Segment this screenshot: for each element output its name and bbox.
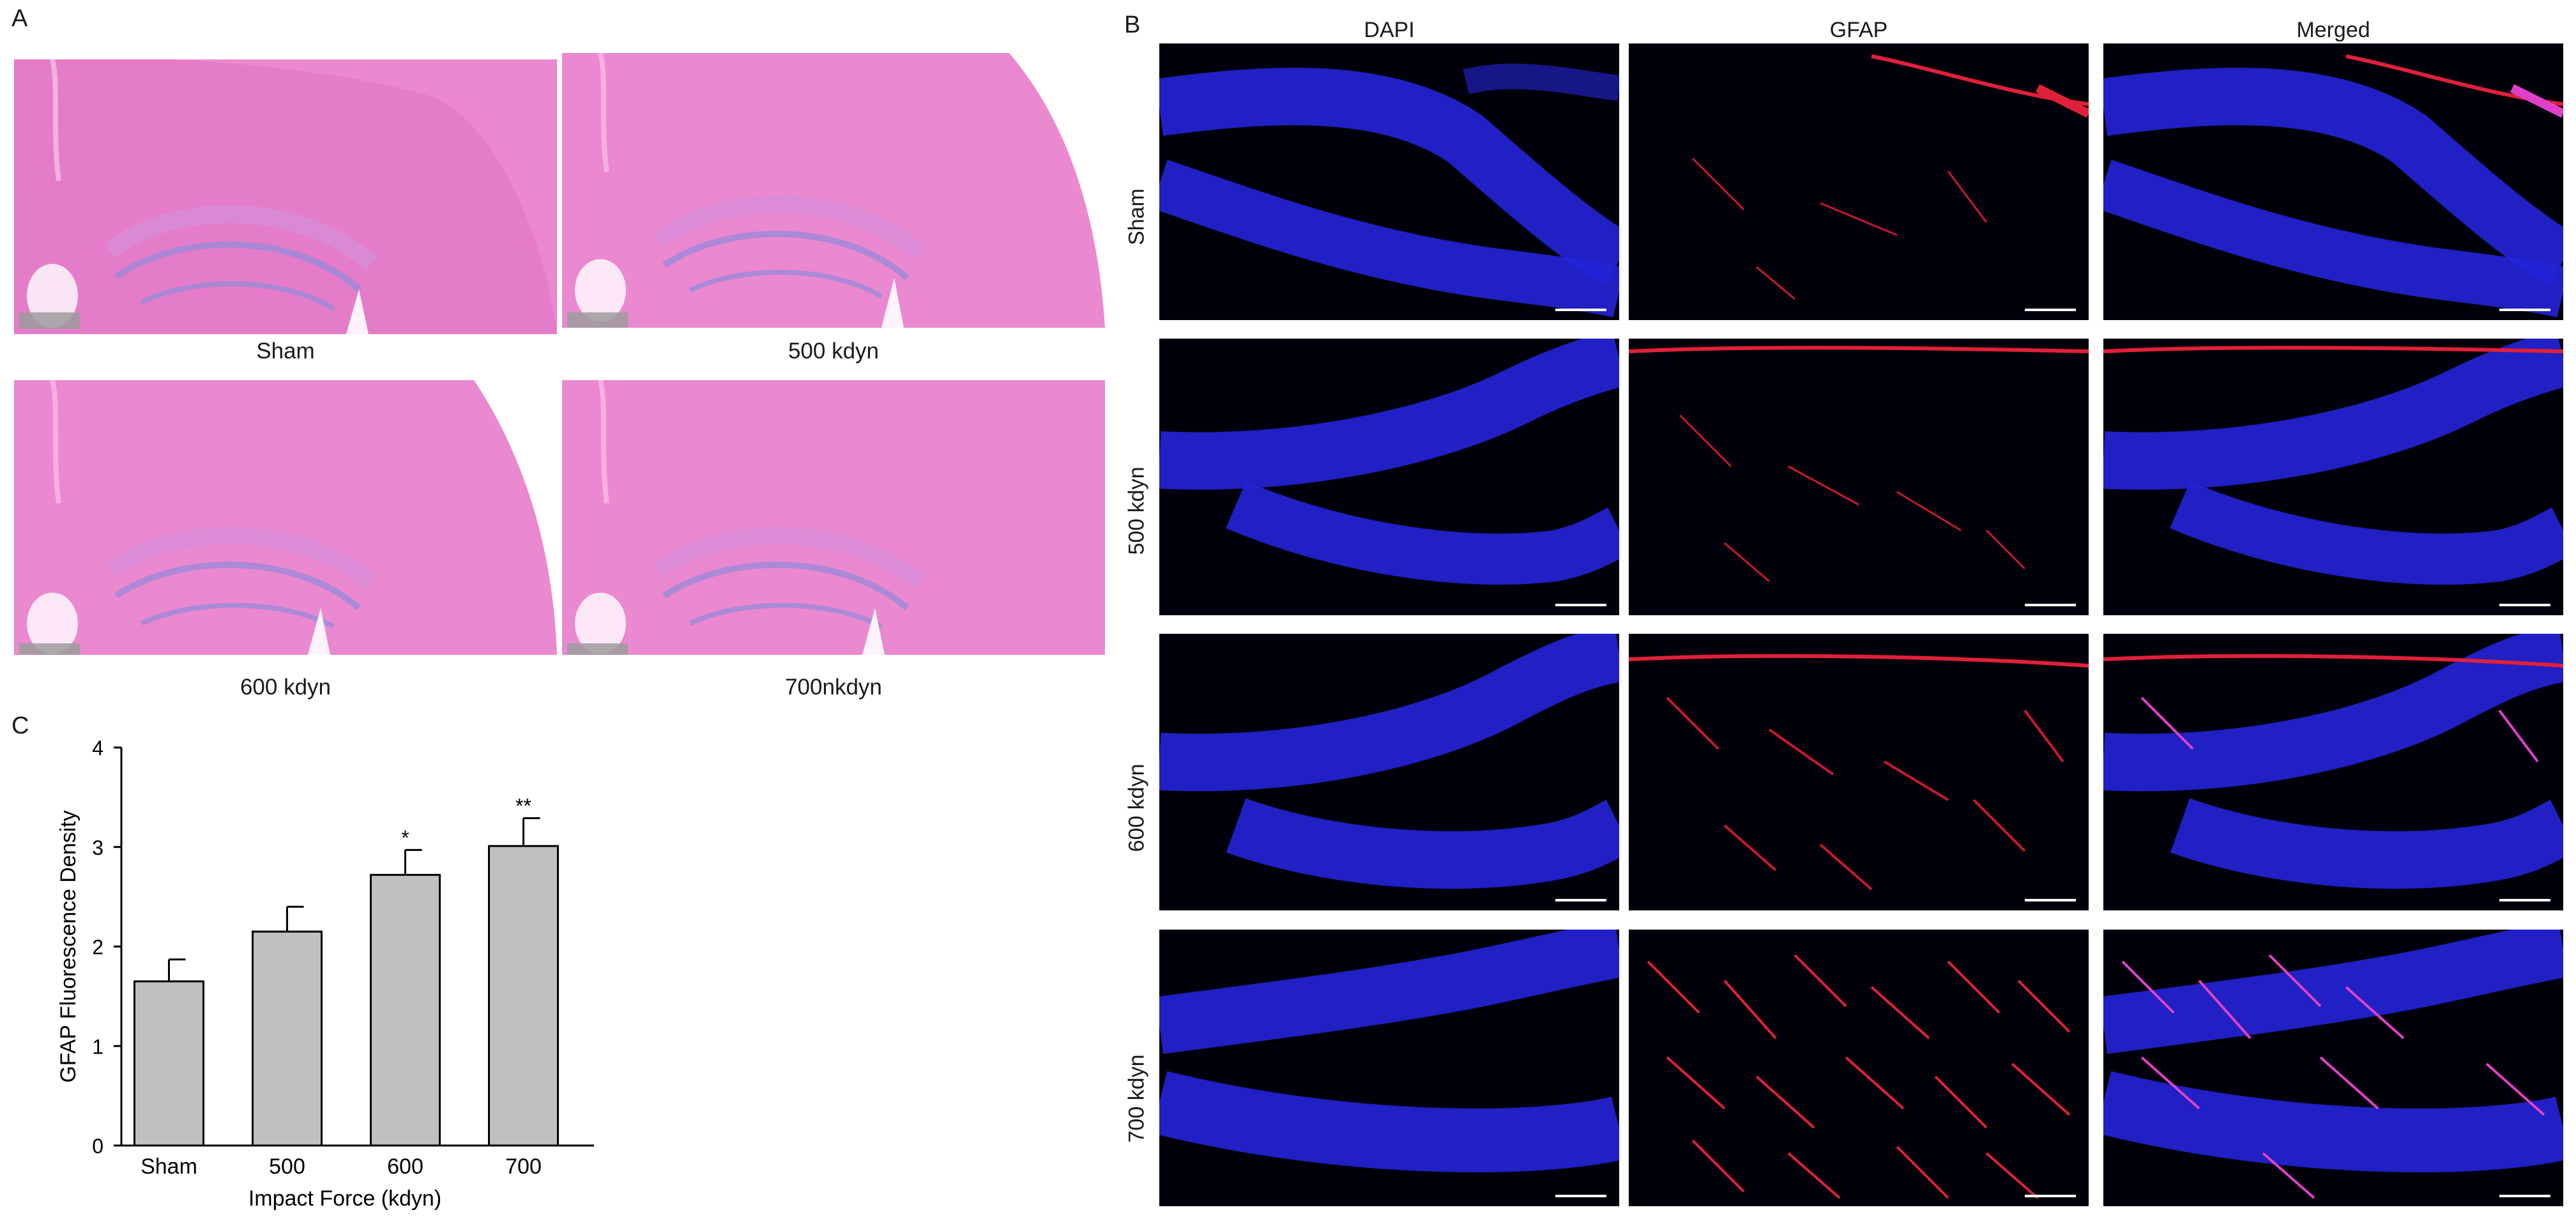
scale-bar — [19, 643, 80, 655]
he-image-600 — [14, 380, 557, 655]
x-axis-label: Impact Force (kdyn) — [248, 1186, 441, 1211]
scale-bar — [2025, 604, 2076, 606]
y-tick-label: 0 — [92, 1135, 103, 1158]
bar-500 — [252, 930, 323, 1147]
column-header-merged: Merged — [2296, 18, 2370, 42]
y-tick-label: 1 — [92, 1035, 103, 1058]
y-tick-label: 3 — [92, 836, 103, 859]
scale-bar — [1555, 604, 1606, 606]
row-header-600: 600 kdyn — [1124, 763, 1149, 852]
scale-bar — [19, 312, 80, 329]
y-tick-label: 2 — [92, 936, 103, 959]
fluorescence-dapi-500 — [1159, 339, 1619, 615]
fluorescence-dapi-600 — [1159, 634, 1619, 910]
bar-700 — [488, 845, 559, 1147]
he-label-500: 500 kdyn — [788, 339, 880, 364]
fluorescence-gfap-700 — [1629, 930, 2089, 1206]
scale-bar — [2025, 899, 2076, 901]
x-tick-label: 700 — [505, 1154, 542, 1179]
x-tick-label: 500 — [269, 1154, 305, 1179]
fluorescence-merged-sham — [2103, 43, 2563, 320]
scale-bar — [2025, 1195, 2076, 1197]
scale-bar — [2499, 1195, 2550, 1197]
he-label-700: 700nkdyn — [785, 675, 882, 700]
y-tick-label: 4 — [92, 737, 103, 760]
he-image-500 — [562, 53, 1105, 328]
bar-600 — [370, 873, 441, 1147]
fluorescence-dapi-sham — [1159, 43, 1619, 320]
scale-bar — [1555, 1195, 1606, 1197]
fluorescence-merged-600 — [2103, 634, 2563, 910]
fluorescence-gfap-500 — [1629, 339, 2089, 615]
scale-bar — [2499, 604, 2550, 606]
scale-bar — [1555, 899, 1606, 901]
he-label-600: 600 kdyn — [240, 675, 332, 700]
row-header-700: 700 kdyn — [1124, 1054, 1149, 1143]
row-header-500: 500 kdyn — [1124, 466, 1149, 555]
bar-sham — [133, 980, 204, 1147]
row-header-sham: Sham — [1124, 188, 1149, 245]
fluorescence-gfap-sham — [1629, 43, 2089, 320]
column-header-dapi: DAPI — [1364, 18, 1415, 42]
x-tick-label: 600 — [387, 1154, 423, 1179]
scale-bar — [567, 312, 628, 328]
scale-bar — [1555, 309, 1606, 311]
significance-marker: ** — [515, 795, 531, 818]
x-tick-label: Sham — [141, 1154, 197, 1179]
scale-bar — [2499, 899, 2550, 901]
panel-b-letter: B — [1124, 12, 1141, 38]
fluorescence-dapi-700 — [1159, 930, 1619, 1206]
scale-bar — [2025, 309, 2076, 311]
panel-a-letter: A — [11, 5, 28, 32]
significance-marker: * — [401, 826, 409, 849]
he-image-700 — [562, 380, 1105, 655]
fluorescence-merged-500 — [2103, 339, 2563, 615]
he-label-sham: Sham — [256, 339, 315, 364]
scale-bar — [567, 643, 628, 655]
scale-bar — [2499, 309, 2550, 311]
y-axis-label: GFAP Fluorescence Density — [56, 810, 80, 1082]
he-image-sham — [14, 59, 557, 334]
panel-c-letter: C — [11, 712, 29, 739]
fluorescence-merged-700 — [2103, 930, 2563, 1206]
column-header-gfap: GFAP — [1829, 18, 1888, 42]
fluorescence-gfap-600 — [1629, 634, 2089, 910]
